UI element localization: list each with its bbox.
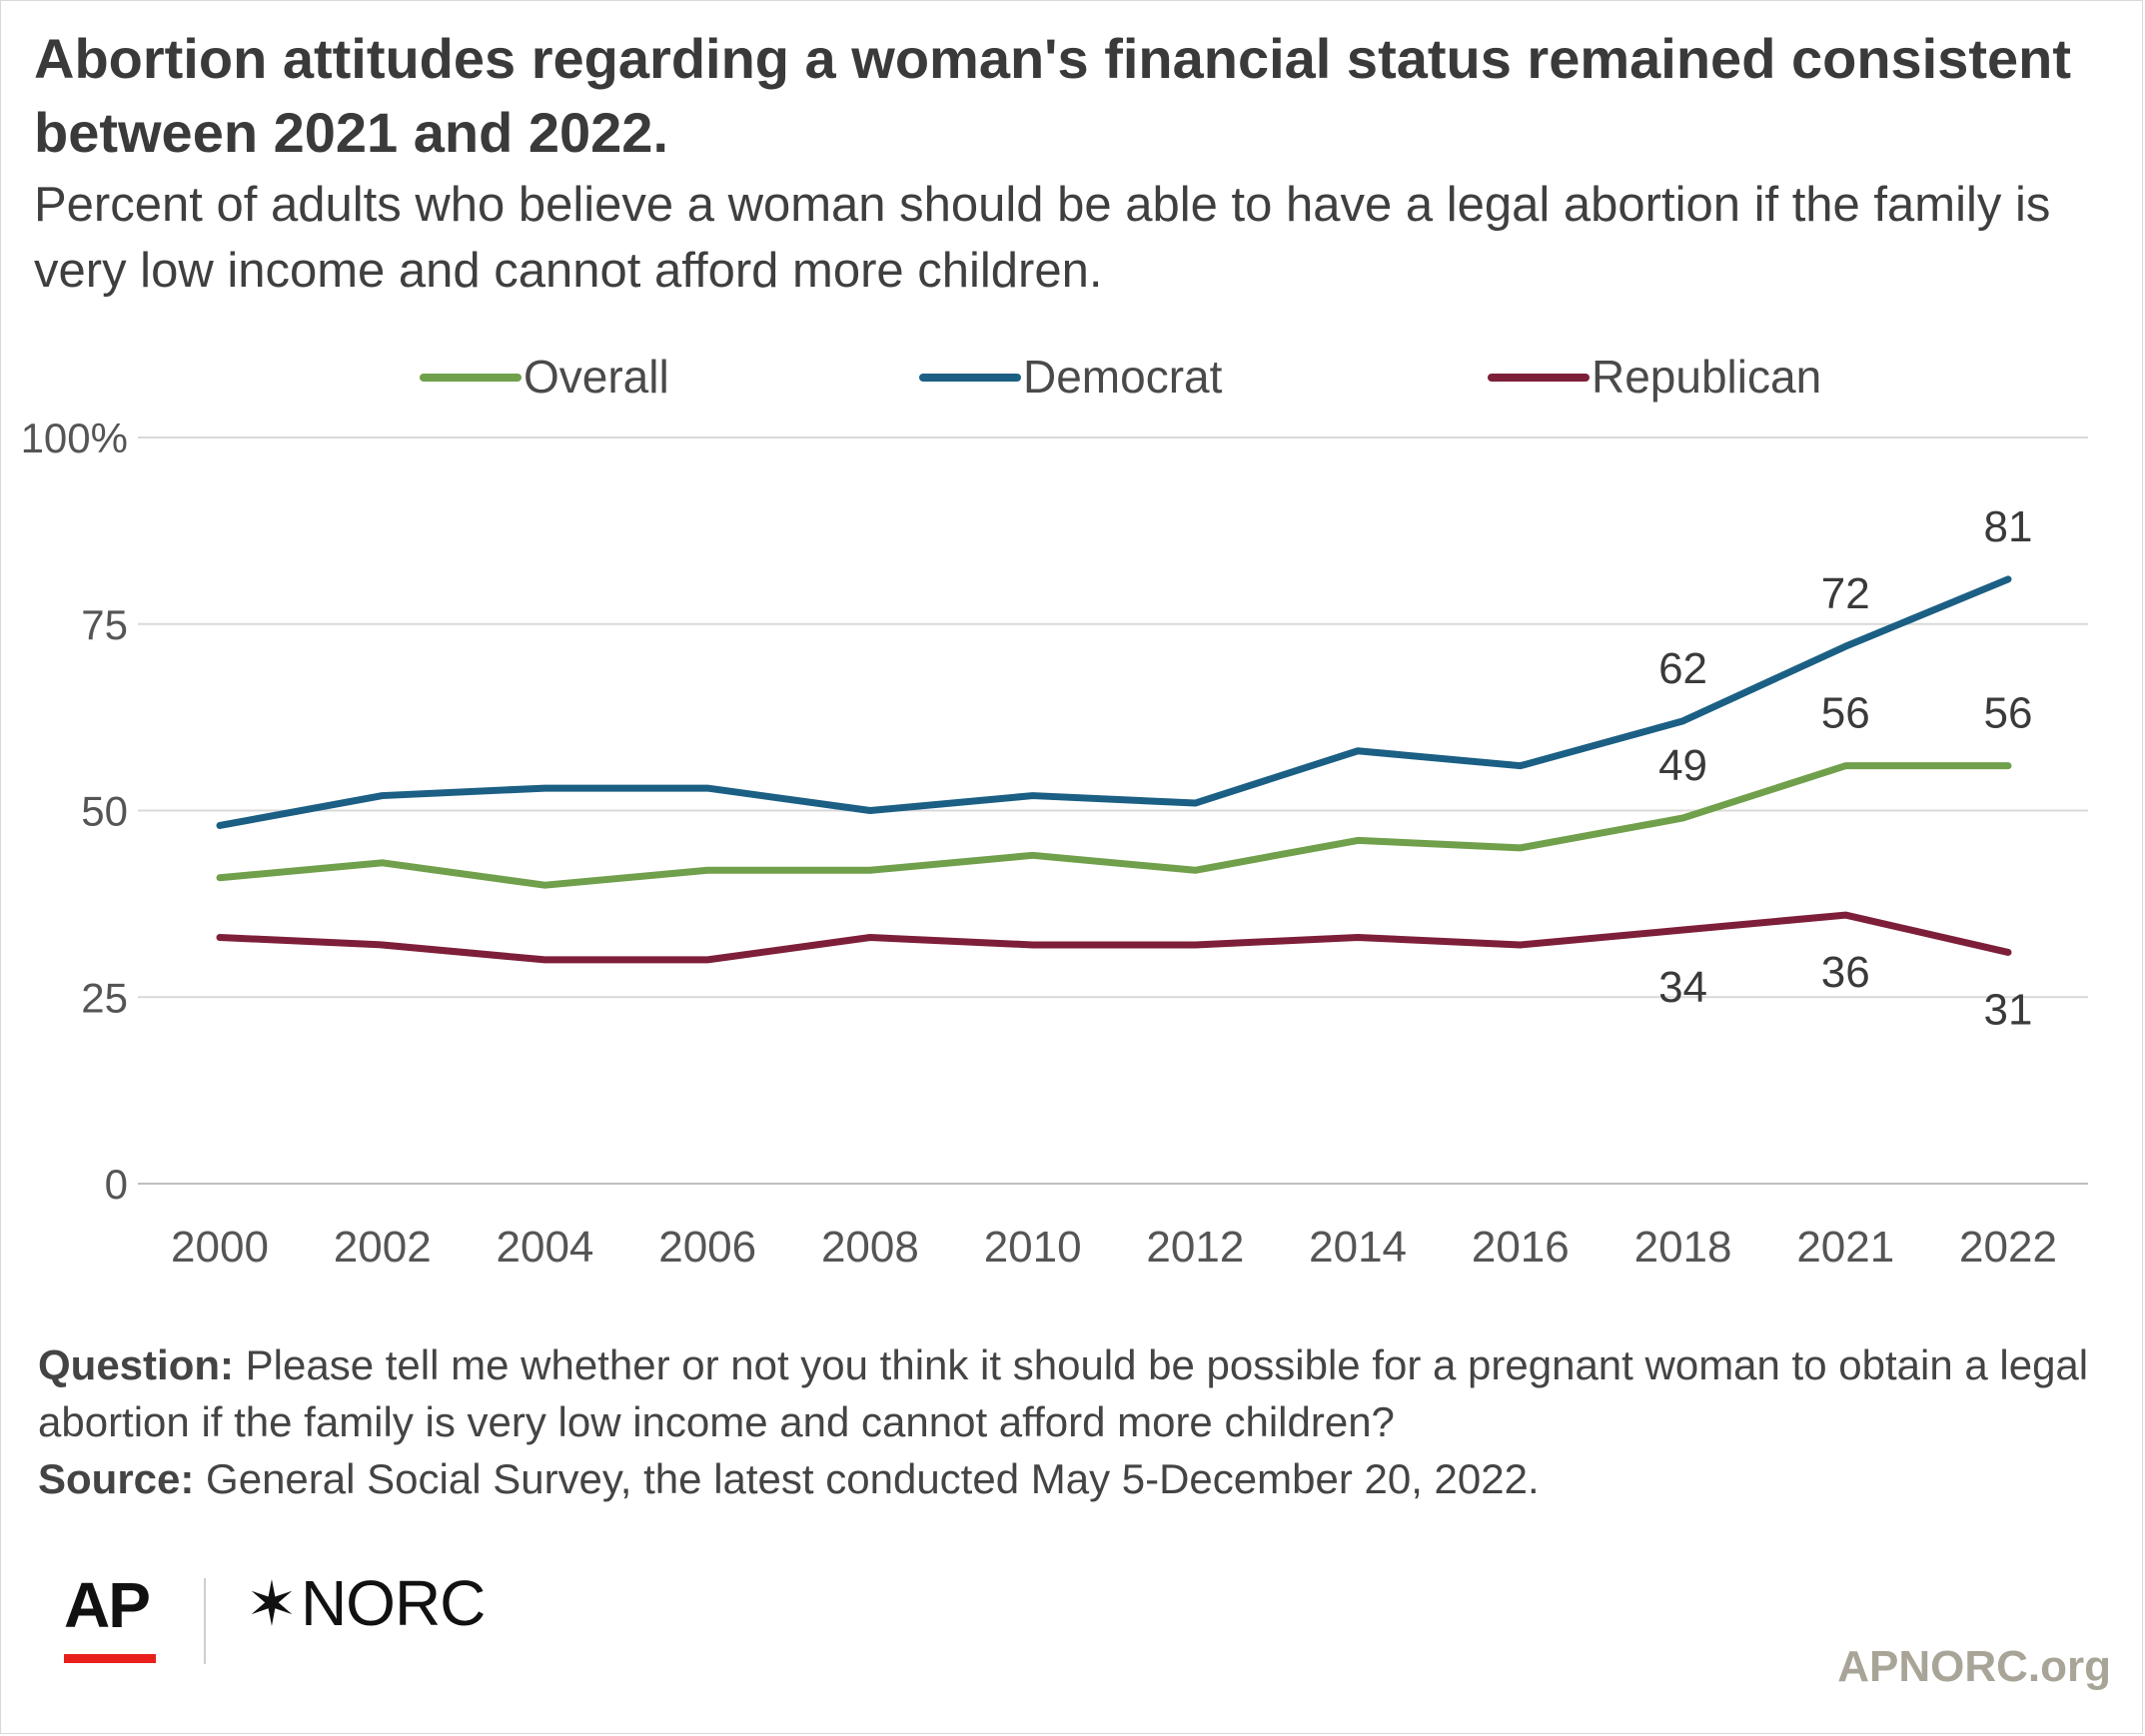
data-label-republican: 36 bbox=[1821, 948, 1870, 997]
data-point-democrat bbox=[2007, 578, 2009, 580]
series-line-overall bbox=[216, 762, 2012, 889]
legend-label-overall: Overall bbox=[524, 351, 669, 403]
norc-star-icon: ✶ bbox=[246, 1570, 298, 1639]
data-point-overall bbox=[1682, 817, 1684, 819]
y-tick-label: 100% bbox=[21, 415, 128, 461]
site-url: APNORC.org bbox=[1837, 1642, 2111, 1691]
legend: Overall Democrat Republican bbox=[420, 351, 1821, 403]
data-point-republican bbox=[1844, 914, 1846, 916]
x-tick-label: 2018 bbox=[1634, 1223, 1732, 1272]
legend-label-republican: Republican bbox=[1592, 351, 1821, 403]
x-tick-label: 2002 bbox=[334, 1223, 432, 1272]
data-point-democrat bbox=[382, 795, 384, 797]
y-tick-label: 50 bbox=[81, 788, 128, 835]
data-point-democrat bbox=[1194, 802, 1196, 804]
x-tick-label: 2004 bbox=[497, 1223, 594, 1272]
data-point-democrat bbox=[1357, 750, 1359, 752]
question-note: Question: Please tell me whether or not … bbox=[38, 1336, 2116, 1450]
question-label: Question: bbox=[38, 1341, 234, 1388]
data-point-democrat bbox=[219, 824, 221, 826]
data-point-overall bbox=[2007, 765, 2009, 767]
data-point-republican bbox=[543, 959, 545, 961]
norc-logo: ✶NORC bbox=[246, 1566, 486, 1640]
x-tick-label: 2006 bbox=[658, 1223, 756, 1272]
data-point-republican bbox=[1032, 944, 1034, 946]
data-point-overall bbox=[1357, 839, 1359, 841]
data-label-overall: 49 bbox=[1658, 741, 1707, 790]
x-tick-label: 2022 bbox=[1959, 1223, 2057, 1272]
norc-logo-text: NORC bbox=[300, 1567, 486, 1639]
y-tick-label: 0 bbox=[105, 1161, 128, 1208]
data-label-democrat: 72 bbox=[1821, 569, 1870, 618]
data-point-republican bbox=[1682, 929, 1684, 931]
source-label: Source: bbox=[38, 1455, 195, 1502]
data-point-democrat bbox=[706, 787, 708, 789]
data-point-democrat bbox=[1032, 795, 1034, 797]
data-point-overall bbox=[382, 862, 384, 864]
data-label-overall: 56 bbox=[1821, 689, 1870, 738]
question-text: Please tell me whether or not you think … bbox=[38, 1341, 2089, 1445]
source-text: General Social Survey, the latest conduc… bbox=[206, 1455, 1540, 1502]
data-labels: 49 56 56 62 72 81 34 36 31 bbox=[1658, 502, 2032, 1035]
data-point-overall bbox=[1520, 847, 1522, 849]
data-label-republican: 31 bbox=[1984, 985, 2033, 1034]
data-point-democrat bbox=[543, 787, 545, 789]
chart-title: Abortion attitudes regarding a woman's f… bbox=[34, 27, 2072, 164]
data-point-democrat bbox=[1520, 765, 1522, 767]
x-tick-label: 2000 bbox=[171, 1223, 269, 1272]
data-point-democrat bbox=[1844, 645, 1846, 647]
series-line-republican bbox=[216, 911, 2012, 964]
data-point-republican bbox=[382, 944, 384, 946]
x-tick-label: 2012 bbox=[1146, 1223, 1244, 1272]
data-point-republican bbox=[1520, 944, 1522, 946]
data-point-republican bbox=[706, 959, 708, 961]
data-point-overall bbox=[219, 877, 221, 879]
data-point-republican bbox=[1194, 944, 1196, 946]
x-tick-label: 2008 bbox=[821, 1223, 919, 1272]
chart-notes: Question: Please tell me whether or not … bbox=[38, 1336, 2116, 1507]
y-axis: 0 25 50 75 100% bbox=[21, 415, 128, 1208]
chart-subtitle: Percent of adults who believe a woman sh… bbox=[34, 178, 2051, 298]
data-point-overall bbox=[1032, 854, 1034, 856]
legend-label-democrat: Democrat bbox=[1023, 351, 1223, 403]
ap-logo-underline bbox=[64, 1654, 156, 1663]
data-label-democrat: 81 bbox=[1984, 502, 2033, 551]
data-point-democrat bbox=[1682, 720, 1684, 722]
line-chart: Overall Democrat Republican 0 25 50 75 100% 20… bbox=[21, 351, 2088, 1272]
data-label-democrat: 62 bbox=[1658, 644, 1707, 693]
data-point-democrat bbox=[869, 810, 871, 811]
x-tick-label: 2016 bbox=[1472, 1223, 1570, 1272]
x-tick-label: 2014 bbox=[1309, 1223, 1407, 1272]
source-note: Source: General Social Survey, the lates… bbox=[38, 1450, 2116, 1507]
data-label-republican: 34 bbox=[1658, 963, 1707, 1012]
data-label-overall: 56 bbox=[1984, 689, 2033, 738]
data-point-overall bbox=[543, 884, 545, 886]
ap-logo: AP bbox=[64, 1569, 151, 1641]
x-tick-label: 2021 bbox=[1796, 1223, 1894, 1272]
x-tick-label: 2010 bbox=[984, 1223, 1082, 1272]
data-point-overall bbox=[1844, 765, 1846, 767]
data-point-overall bbox=[869, 869, 871, 871]
gridlines bbox=[138, 436, 2088, 1185]
data-point-overall bbox=[1194, 869, 1196, 871]
data-point-republican bbox=[2007, 951, 2009, 953]
y-tick-label: 75 bbox=[81, 601, 128, 648]
series-line-democrat bbox=[216, 575, 2012, 829]
logo-divider bbox=[204, 1578, 206, 1664]
data-point-republican bbox=[1357, 936, 1359, 938]
data-point-overall bbox=[706, 869, 708, 871]
data-point-republican bbox=[869, 936, 871, 938]
series-lines bbox=[216, 575, 2012, 964]
x-axis: 2000 2002 2004 2006 2008 2010 2012 2014 2016 2018… bbox=[171, 1223, 2057, 1272]
data-point-republican bbox=[219, 936, 221, 938]
y-tick-label: 25 bbox=[81, 974, 128, 1021]
